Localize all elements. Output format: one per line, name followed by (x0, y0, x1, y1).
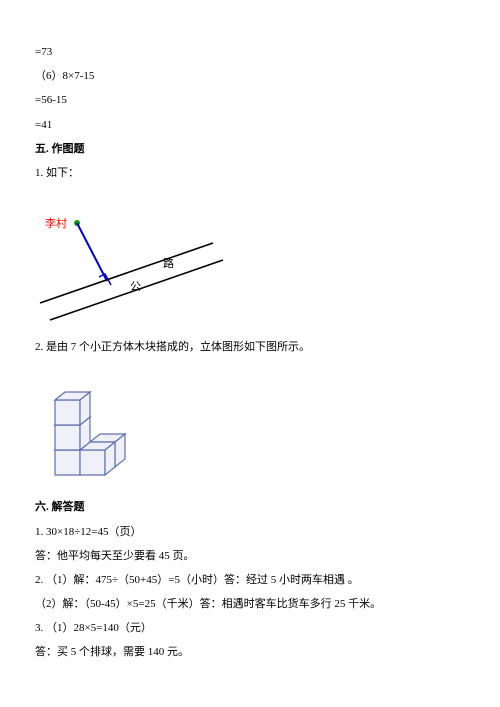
a1-answer: 答：他平均每天至少要看 45 页。 (35, 544, 465, 568)
a3-answer: 答：买 5 个排球，需要 140 元。 (35, 640, 465, 664)
road-label-1: 路 (163, 257, 174, 270)
calc-line: （6）8×7-15 (35, 64, 465, 88)
village-label: 李村 (45, 216, 67, 230)
perpendicular-line (77, 223, 107, 281)
a1-calc: 1. 30×18÷12=45（页） (35, 520, 465, 544)
section5-title: 五. 作图题 (35, 137, 465, 161)
calc-line: =41 (35, 113, 465, 137)
road-label-2: 公 (130, 281, 141, 293)
q1-label: 1. 如下： (35, 161, 465, 185)
calc-line: =73 (35, 40, 465, 64)
q2-label: 2. 是由 7 个小正方体木块搭成的，立体图形如下图所示。 (35, 335, 465, 359)
calc-line: =56-15 (35, 88, 465, 112)
cube-top-level (55, 392, 90, 425)
cube-diagram (35, 367, 145, 487)
cube-front-middle (80, 442, 115, 475)
a2-part2: （2）解：（50-45）×5=25（千米）答：相遇时客车比货车多行 25 千米。 (35, 592, 465, 616)
a2-part1: 2. （1）解：475÷（50+45）=5（小时）答：经过 5 小时两车相遇 。 (35, 568, 465, 592)
road-diagram: 李村 路 公 (35, 195, 235, 325)
a3-calc: 3. （1）28×5=140（元） (35, 616, 465, 640)
section6-title: 六. 解答题 (35, 495, 465, 519)
